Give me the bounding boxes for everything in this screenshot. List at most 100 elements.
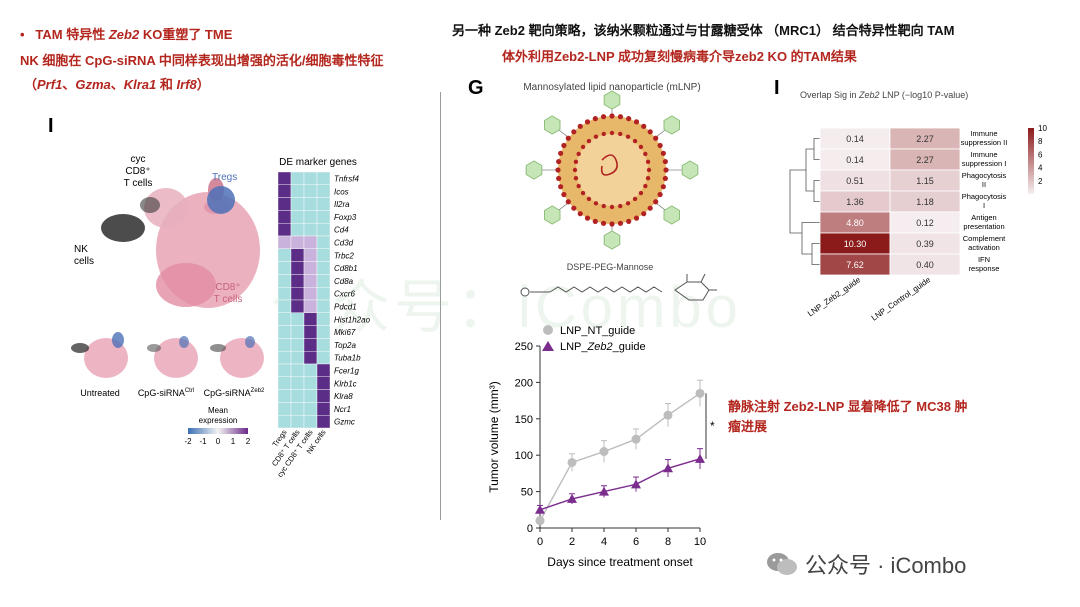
overlap-value: 7.62 — [846, 260, 864, 270]
gene-label: Mki67 — [334, 328, 356, 337]
heatmap-cell — [290, 389, 305, 403]
heatmap-cell — [277, 338, 292, 352]
legend-label: LNP_NT_guide — [560, 325, 635, 337]
chart-area: LNP_NT_guideLNP_Zeb2_guide05010015020025… — [487, 325, 715, 569]
watermark: 公众号：iCombo — [270, 275, 742, 340]
data-point — [599, 447, 609, 457]
mannose-hexagon — [603, 230, 621, 250]
overlap-row-label: activation — [968, 243, 1000, 252]
y-tick-label: 0 — [527, 523, 533, 535]
heatmap-cell — [303, 415, 318, 429]
wechat-icon — [765, 550, 799, 578]
heatmap-cell — [290, 415, 305, 429]
y-tick-label: 150 — [515, 414, 533, 426]
label-tcells-bottom: T cells — [214, 294, 243, 305]
y-tick-label: 50 — [521, 487, 533, 499]
heatmap-cell — [290, 402, 305, 416]
heatmap-cell — [303, 261, 318, 275]
panel-i-left: I cyc CD8⁺ T cells Tregs NK cells CD8⁺ T… — [48, 115, 371, 479]
overlap-value: 0.39 — [916, 239, 934, 249]
heatmap-cell — [277, 210, 292, 224]
legend-tick-label: 0 — [216, 437, 221, 446]
heatmap-cell — [303, 312, 318, 326]
heatmap-cell — [277, 415, 292, 429]
data-point — [695, 388, 705, 398]
heatmap-cell — [290, 222, 305, 237]
legend-tick-label: -1 — [199, 437, 207, 446]
heatmap-cell — [316, 261, 331, 275]
label-nk: NK — [74, 244, 88, 255]
small-label-0: Untreated — [80, 388, 120, 398]
gene-label: Hist1h2ao — [334, 315, 371, 324]
umap-main — [101, 178, 260, 308]
heatmap-cell — [316, 415, 331, 429]
small-label-1: CpG-siRNACtrl — [138, 388, 194, 398]
legend-tick-label: 2 — [246, 437, 251, 446]
heatmap-cell — [303, 184, 318, 198]
panel-g-letter: G — [468, 77, 484, 99]
gene-label: Cxcr6 — [334, 290, 355, 299]
legend-title-2: expression — [199, 416, 238, 425]
gene-label: Tnfrsf4 — [334, 175, 359, 184]
heatmap-cell — [316, 184, 331, 198]
overlap-column-label: LNP_Zeb2_guide — [806, 275, 863, 318]
heatmap-cell — [290, 274, 305, 288]
heatmap-cell — [303, 248, 318, 262]
overlap-column-label: LNP_Control_guide — [870, 275, 933, 323]
overlap-row-label: Immune — [970, 150, 997, 159]
legend-label: LNP_Zeb2_guide — [560, 341, 646, 353]
chart-annotation-2: 瘤进展 — [728, 419, 768, 434]
dspe-structure — [520, 273, 717, 301]
heatmap-cell — [277, 325, 292, 339]
panel-i-right-letter: I — [774, 77, 780, 99]
x-tick-label: 2 — [569, 536, 575, 548]
heatmap-cell — [290, 312, 305, 326]
overlap-dendrogram — [789, 138, 820, 265]
overlap-row-label: Phagocytosis — [962, 192, 1007, 201]
expression-colorbar — [188, 428, 248, 434]
mannose-hexagon — [663, 115, 680, 135]
chart-annotation-1: 静脉注射 Zeb2-LNP 显着降低了 MC38 肿 — [728, 399, 968, 414]
umap-cpg-ctrl — [147, 336, 198, 378]
de-marker-heatmap — [277, 171, 331, 429]
heatmap-cell — [303, 402, 318, 416]
heatmap-cell — [316, 286, 331, 301]
overlap-row-label: Phagocytosis — [962, 171, 1007, 180]
heatmap-cell — [316, 312, 331, 326]
mlnp-particle — [525, 90, 699, 250]
heatmap-cell — [316, 274, 331, 288]
expression-ticks: -2 -1 0 1 2 — [184, 437, 250, 446]
legend-marker-triangle — [542, 341, 554, 351]
heatmap-cell — [316, 402, 331, 416]
heatmap-cell — [290, 210, 305, 224]
mannose-hexagon — [544, 205, 561, 225]
heatmap-cell — [316, 363, 331, 378]
heatmap-cell — [290, 235, 305, 250]
right-header-line1: 另一种 Zeb2 靶向策略，该纳米颗粒通过与甘露糖受体 （MRC1） 结合特异性… — [452, 23, 955, 38]
overlap-value: 1.36 — [846, 197, 864, 207]
heatmap-cell — [316, 197, 331, 211]
series-line — [539, 458, 701, 511]
gene-label: Cd3d — [334, 239, 354, 248]
y-tick-label: 200 — [515, 377, 533, 389]
data-point — [567, 457, 577, 467]
heatmap-cell — [303, 376, 318, 390]
x-tick-label: 6 — [633, 536, 639, 548]
label-cells: cells — [74, 256, 94, 267]
heatmap-cell — [277, 363, 292, 378]
colorbar-tick: 8 — [1038, 137, 1043, 146]
overlap-value: 0.12 — [916, 218, 934, 228]
heatmap-cell — [277, 235, 292, 250]
heatmap-cell — [277, 184, 292, 198]
heatmap-cell — [303, 210, 318, 224]
heatmap-cell — [316, 210, 331, 224]
heatmap-cell — [290, 261, 305, 275]
overlap-value: 0.14 — [846, 134, 864, 144]
significance-star: * — [710, 419, 715, 433]
heatmap-cell — [316, 350, 331, 365]
data-point — [631, 434, 641, 444]
gene-label: Top2a — [334, 341, 357, 350]
series-line — [539, 392, 701, 522]
overlap-value: 4.80 — [846, 218, 864, 228]
